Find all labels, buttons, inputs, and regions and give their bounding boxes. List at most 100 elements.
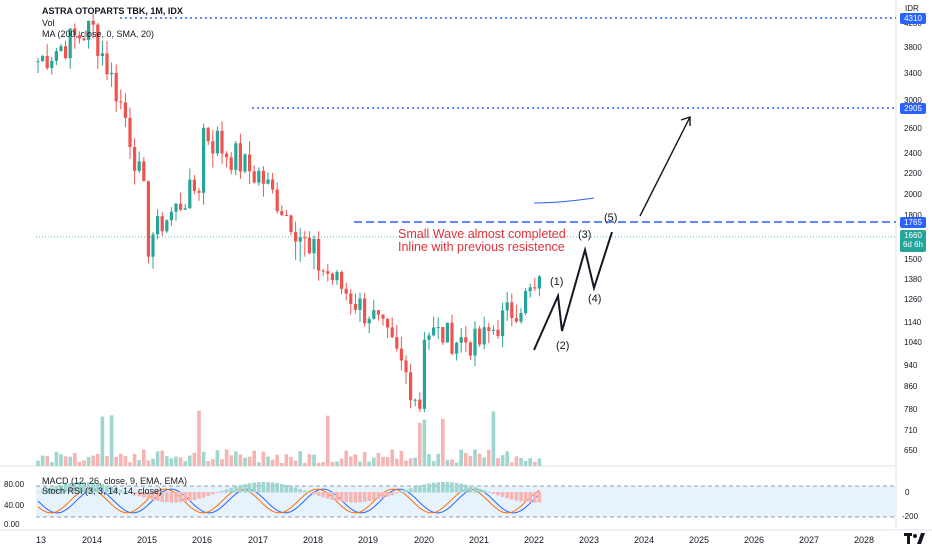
macd-histogram-bar bbox=[82, 482, 86, 493]
macd-histogram-bar bbox=[473, 487, 477, 493]
annotation-line-2[interactable]: Inline with previous resistence bbox=[398, 240, 565, 254]
macd-histogram-bar bbox=[137, 492, 141, 497]
volume-bar bbox=[220, 459, 224, 466]
macd-histogram-bar bbox=[316, 492, 321, 496]
volume-bar bbox=[422, 419, 427, 466]
volume-bar bbox=[178, 457, 183, 466]
stoch-tick-80: 80.00 bbox=[4, 480, 25, 489]
annotation-line-1[interactable]: Small Wave almost completed bbox=[398, 227, 566, 241]
macd-histogram-bar bbox=[491, 492, 496, 494]
candle-body bbox=[289, 215, 293, 233]
volume-bar bbox=[206, 461, 210, 466]
candle-body bbox=[128, 117, 132, 147]
volume-bar bbox=[229, 455, 233, 466]
volume-bar bbox=[45, 456, 49, 466]
macd-histogram-bar bbox=[298, 488, 302, 493]
elliott-wave-line[interactable] bbox=[533, 231, 613, 351]
macd-histogram-bar bbox=[431, 482, 436, 493]
macd-histogram-bar bbox=[68, 482, 72, 493]
candle-body bbox=[137, 161, 141, 171]
macd-histogram-bar bbox=[197, 492, 201, 499]
candle-body bbox=[427, 335, 431, 340]
candle-body bbox=[96, 24, 100, 56]
candle-body bbox=[156, 216, 160, 235]
candle-body bbox=[413, 399, 417, 401]
macd-histogram-bar bbox=[445, 482, 450, 493]
volume-bars bbox=[36, 410, 542, 466]
candle-body bbox=[174, 203, 178, 212]
macd-histogram-bar bbox=[395, 492, 399, 494]
target-arrowhead bbox=[680, 116, 691, 126]
candle-body bbox=[363, 298, 367, 324]
macd-histogram-bar bbox=[514, 492, 519, 501]
macd-histogram-bar bbox=[146, 492, 151, 499]
macd-histogram-bar bbox=[109, 486, 114, 493]
macd-histogram-bar bbox=[215, 492, 220, 493]
macd-histogram-bar bbox=[86, 482, 91, 493]
candle-body bbox=[482, 327, 486, 345]
candle-body bbox=[77, 35, 81, 39]
candle-body bbox=[340, 271, 344, 289]
candle-body bbox=[418, 399, 422, 409]
volume-bar bbox=[183, 461, 187, 466]
volume-bar bbox=[77, 461, 82, 466]
wave-4-label[interactable]: (4) bbox=[588, 293, 602, 305]
macd-histogram-bar bbox=[229, 487, 233, 493]
volume-bar bbox=[293, 460, 298, 466]
wave-1-label[interactable]: (1) bbox=[550, 276, 564, 288]
wave-2-label[interactable]: (2) bbox=[556, 340, 570, 352]
macd-histogram-bar bbox=[257, 482, 261, 493]
wave-3-label[interactable]: (3) bbox=[578, 229, 592, 241]
volume-bar bbox=[54, 451, 59, 466]
volume-bar bbox=[464, 453, 468, 466]
volume-bar bbox=[68, 456, 72, 466]
volume-bar bbox=[82, 460, 86, 466]
candle-body bbox=[73, 28, 77, 36]
candle-body bbox=[510, 302, 514, 319]
candle-body bbox=[257, 170, 261, 183]
tradingview-logo-icon[interactable] bbox=[904, 532, 926, 546]
candle-body bbox=[432, 327, 436, 336]
candle-body bbox=[100, 53, 104, 56]
candle-body bbox=[45, 56, 49, 69]
candle-body bbox=[110, 72, 114, 75]
candle-body bbox=[404, 360, 408, 373]
volume-bar bbox=[211, 459, 215, 466]
macd-histogram-bar bbox=[169, 492, 174, 503]
volume-bar bbox=[445, 459, 450, 466]
macd-histogram-bar bbox=[349, 492, 353, 503]
time-tick-label: 2025 bbox=[689, 535, 710, 545]
candle-body bbox=[123, 102, 127, 118]
macd-histogram-bar bbox=[367, 492, 371, 502]
volume-bar bbox=[40, 455, 45, 466]
candle-body bbox=[87, 20, 91, 41]
stoch-rsi-line bbox=[37, 488, 540, 514]
volume-bar bbox=[160, 450, 164, 466]
macd-histogram-bar bbox=[422, 484, 427, 493]
macd-histogram-bar bbox=[45, 488, 49, 493]
candle-body bbox=[229, 157, 233, 170]
macd-histogram-bar bbox=[270, 482, 275, 493]
macd-histogram-bar bbox=[59, 484, 63, 493]
volume-bar bbox=[321, 462, 325, 466]
candle-body bbox=[105, 53, 109, 75]
time-tick-label: 2024 bbox=[634, 535, 655, 545]
macd-histogram-bar bbox=[105, 485, 109, 493]
candle-body bbox=[367, 318, 371, 324]
volume-bar bbox=[496, 458, 500, 466]
candlesticks bbox=[36, 14, 541, 413]
macd-histogram-bar bbox=[464, 484, 468, 493]
wave-5-label[interactable]: (5) bbox=[604, 212, 618, 224]
candle-body bbox=[533, 287, 537, 289]
candle-body bbox=[284, 215, 288, 217]
macd-histogram-bar bbox=[100, 484, 105, 493]
target-arrow-line[interactable] bbox=[639, 116, 691, 217]
macd-histogram-bar bbox=[505, 492, 509, 499]
price-tick-label: 3400 bbox=[904, 69, 922, 78]
volume-bar bbox=[362, 452, 367, 466]
macd-histogram-bar bbox=[303, 490, 307, 493]
macd-histogram-bar bbox=[261, 482, 266, 493]
candle-body bbox=[248, 154, 252, 172]
